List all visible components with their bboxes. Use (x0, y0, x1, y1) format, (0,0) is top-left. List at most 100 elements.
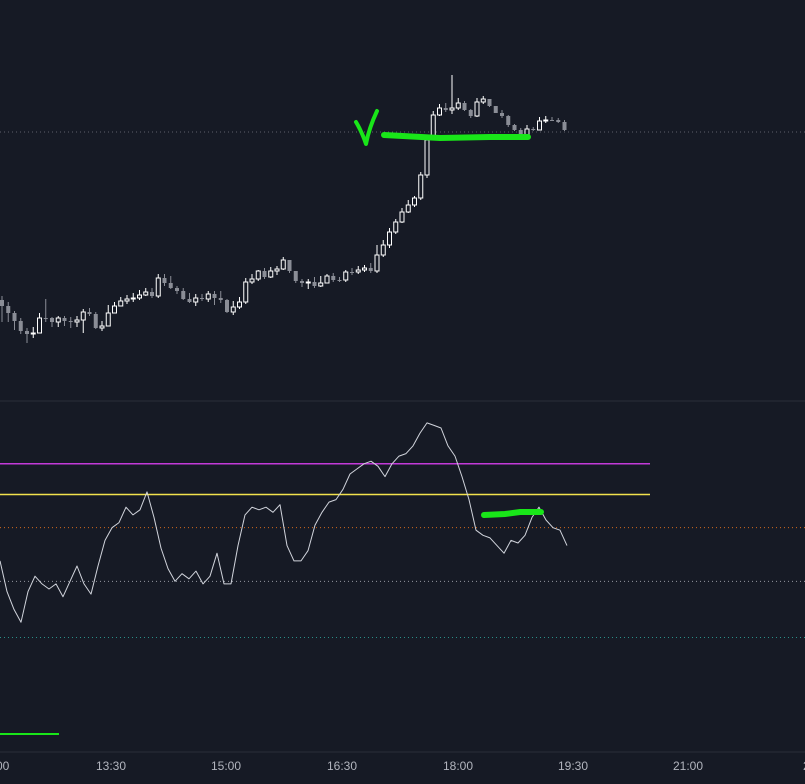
candle[interactable] (175, 286, 179, 294)
candle[interactable] (355, 266, 361, 274)
candle[interactable] (43, 299, 48, 322)
candle[interactable] (343, 270, 349, 282)
candle[interactable] (500, 110, 504, 118)
candle[interactable] (137, 290, 142, 300)
candle[interactable] (143, 288, 149, 296)
candle-body (193, 297, 199, 303)
candle[interactable] (124, 295, 130, 304)
candle[interactable] (562, 120, 567, 131)
candle[interactable] (287, 260, 292, 273)
candle[interactable] (493, 106, 498, 113)
candle[interactable] (205, 291, 211, 302)
candle[interactable] (105, 305, 111, 327)
price-pane[interactable] (0, 75, 805, 343)
candle[interactable] (193, 294, 199, 306)
candle[interactable] (262, 268, 267, 279)
candle[interactable] (300, 279, 304, 287)
candle[interactable] (318, 276, 324, 287)
candle[interactable] (18, 318, 23, 334)
candle-body (25, 331, 29, 334)
candle[interactable] (393, 219, 399, 234)
candle[interactable] (237, 297, 242, 309)
candle[interactable] (474, 98, 480, 117)
candle[interactable] (437, 104, 442, 116)
candle[interactable] (487, 99, 492, 107)
candle[interactable] (506, 115, 511, 127)
candle[interactable] (181, 288, 186, 300)
candle[interactable] (455, 98, 461, 110)
candle[interactable] (380, 240, 386, 257)
candle[interactable] (87, 308, 92, 316)
candle[interactable] (350, 268, 354, 275)
candle[interactable] (274, 266, 280, 275)
candle[interactable] (443, 103, 448, 112)
candle[interactable] (424, 138, 430, 178)
candle[interactable] (25, 328, 29, 343)
candle[interactable] (312, 277, 317, 288)
candle[interactable] (362, 265, 367, 272)
candle[interactable] (462, 101, 467, 111)
candle[interactable] (374, 245, 380, 273)
candle[interactable] (50, 317, 54, 327)
candle[interactable] (255, 270, 261, 281)
candle-body (424, 139, 430, 176)
candle[interactable] (218, 291, 223, 303)
candle[interactable] (68, 317, 73, 328)
candle[interactable] (80, 309, 86, 333)
candle[interactable] (150, 288, 154, 298)
candle[interactable] (368, 263, 373, 273)
candle[interactable] (324, 274, 330, 284)
candle[interactable] (305, 279, 311, 289)
candle[interactable] (0, 296, 4, 322)
candle[interactable] (405, 200, 411, 213)
candle[interactable] (99, 321, 105, 331)
candle[interactable] (249, 274, 255, 284)
candle[interactable] (187, 293, 192, 303)
candle[interactable] (418, 172, 424, 200)
candle[interactable] (93, 312, 98, 329)
candle[interactable] (230, 301, 236, 315)
candle[interactable] (162, 274, 167, 286)
candle[interactable] (212, 291, 217, 305)
candle[interactable] (537, 117, 542, 131)
annotation-layer[interactable] (354, 109, 544, 518)
checkmark-annotation[interactable] (354, 109, 379, 146)
indicator-pane[interactable] (0, 422, 805, 735)
candle[interactable] (412, 196, 417, 207)
price-level-marker[interactable] (381, 132, 531, 142)
candle[interactable] (225, 299, 229, 313)
candle[interactable] (512, 124, 517, 131)
candle[interactable] (243, 278, 249, 304)
candle[interactable] (387, 228, 392, 248)
candle[interactable] (62, 316, 67, 326)
candle[interactable] (118, 297, 124, 307)
candle[interactable] (112, 302, 117, 314)
candle[interactable] (399, 208, 405, 223)
candle[interactable] (468, 109, 473, 118)
candle[interactable] (331, 273, 336, 282)
candle[interactable] (293, 271, 298, 283)
candle[interactable] (280, 257, 286, 270)
candle[interactable] (531, 127, 536, 131)
candle[interactable] (480, 96, 486, 104)
candle[interactable] (37, 313, 42, 334)
candle[interactable] (337, 277, 342, 282)
candle[interactable] (12, 311, 17, 330)
candle[interactable] (74, 316, 80, 327)
candle[interactable] (268, 267, 274, 278)
candle[interactable] (449, 75, 455, 114)
candle[interactable] (155, 274, 161, 298)
candle[interactable] (6, 302, 11, 322)
candle[interactable] (130, 293, 136, 302)
candle[interactable] (550, 117, 554, 121)
candle[interactable] (556, 118, 561, 123)
candle[interactable] (55, 316, 61, 327)
candle[interactable] (200, 294, 204, 301)
candle[interactable] (168, 276, 173, 289)
candle[interactable] (30, 327, 36, 338)
candle[interactable] (543, 116, 549, 123)
indicator-level-marker[interactable] (481, 509, 544, 518)
candle-body (12, 313, 17, 321)
